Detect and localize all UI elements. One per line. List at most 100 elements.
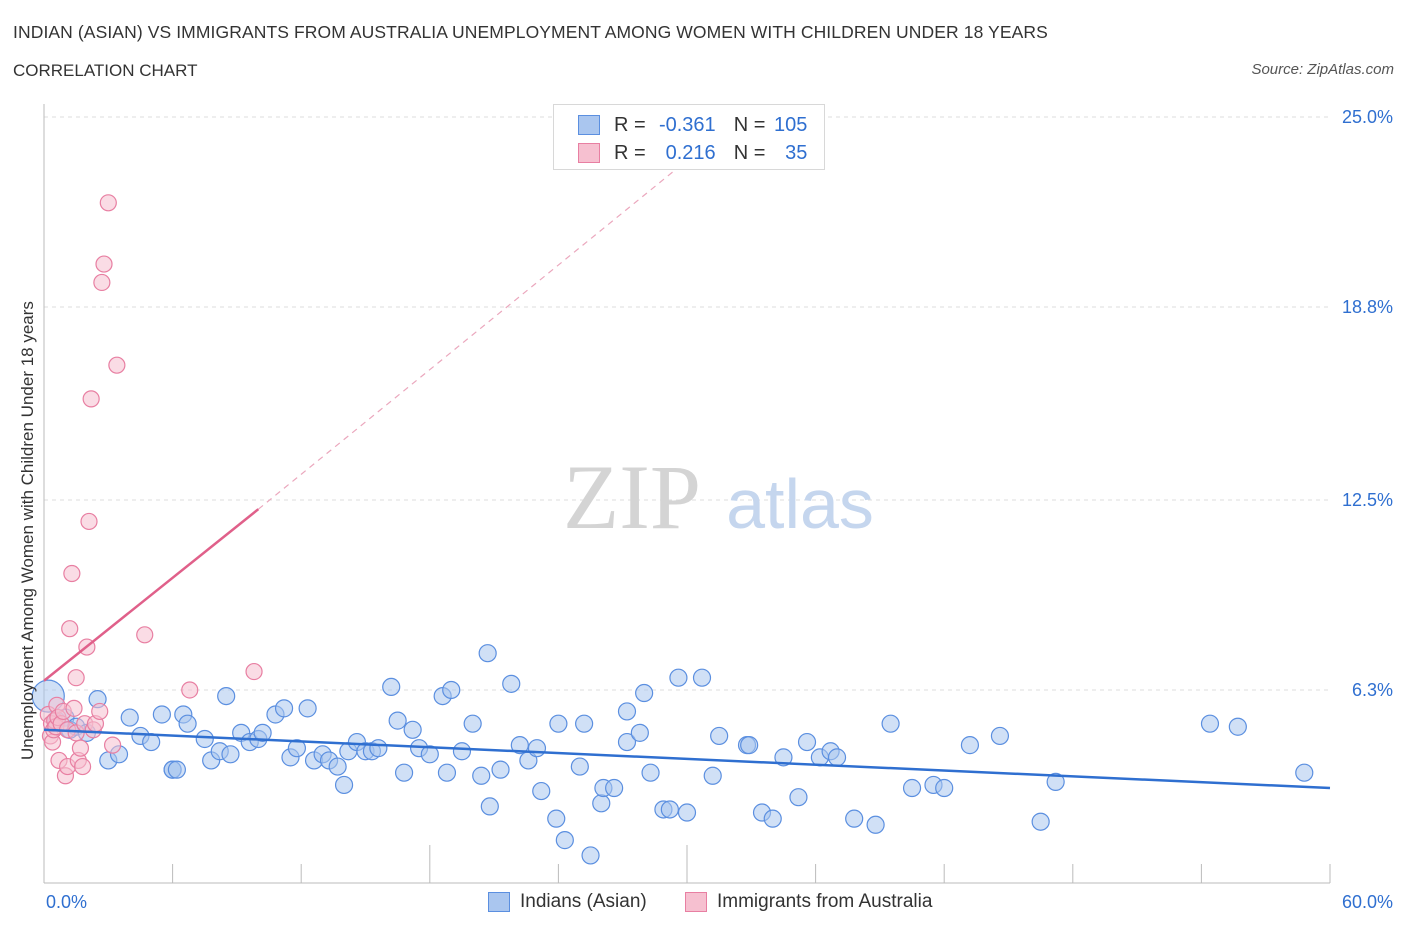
data-point-indians xyxy=(120,708,139,727)
watermark-zip: ZIP xyxy=(563,446,701,548)
immigrants-n-value: 35 xyxy=(785,141,808,164)
indians-points xyxy=(31,644,1314,865)
data-point-immigrants xyxy=(63,564,81,583)
stats-row-indians: R = -0.361 N = 105 xyxy=(578,113,807,137)
data-point-indians xyxy=(827,748,847,767)
data-point-indians xyxy=(394,763,414,782)
data-point-indians xyxy=(990,726,1010,746)
data-point-indians xyxy=(960,736,980,755)
data-point-indians xyxy=(630,723,649,742)
data-point-immigrants xyxy=(71,739,90,757)
trend-lines xyxy=(43,168,1331,790)
data-point-immigrants xyxy=(99,194,117,212)
data-point-indians xyxy=(1046,772,1065,791)
data-point-indians xyxy=(403,720,422,739)
x-tick-label: 60.0% xyxy=(1342,892,1393,912)
data-point-indians xyxy=(452,742,472,761)
data-point-indians xyxy=(167,760,186,779)
data-point-indians xyxy=(881,714,900,733)
trend-line-immigrants-extended xyxy=(257,168,677,510)
indians-legend-swatch xyxy=(488,892,510,912)
data-point-indians xyxy=(617,732,637,752)
data-point-indians xyxy=(217,686,236,706)
data-point-indians xyxy=(463,714,482,733)
n-label: N = xyxy=(733,113,766,136)
data-point-indians xyxy=(298,699,317,718)
data-point-indians xyxy=(581,846,600,865)
data-point-indians xyxy=(178,714,197,733)
y-tick-label: 6.3% xyxy=(1352,680,1393,700)
data-point-indians xyxy=(388,711,407,730)
data-point-indians xyxy=(437,763,457,782)
x-tick-label: 0.0% xyxy=(46,892,87,912)
watermark: ZIP atlas xyxy=(563,446,874,548)
data-point-indians xyxy=(328,757,347,776)
stats-legend: R = -0.361 N = 105 R = 0.216 N = 35 xyxy=(553,104,825,170)
data-point-indians xyxy=(660,800,679,819)
y-tick-label: 25.0% xyxy=(1342,107,1393,127)
legend-item-indians: Indians (Asian) xyxy=(488,889,647,915)
immigrants-r-value: 0.216 xyxy=(665,141,716,164)
n-label: N = xyxy=(733,141,766,164)
data-point-indians xyxy=(195,729,214,749)
data-point-indians xyxy=(549,714,568,733)
data-point-indians xyxy=(935,778,954,798)
y-axis-label: Unemployment Among Women with Children U… xyxy=(18,301,37,760)
data-point-indians xyxy=(605,778,624,798)
grid-lines xyxy=(44,116,1330,691)
data-point-immigrants xyxy=(65,699,83,717)
r-label: R = xyxy=(614,113,646,136)
immigrants-legend-label: Immigrants from Australia xyxy=(717,891,933,912)
data-point-indians xyxy=(575,714,594,733)
indians-swatch xyxy=(578,115,600,135)
data-point-immigrants xyxy=(93,273,111,292)
data-point-immigrants xyxy=(245,662,263,681)
data-point-immigrants xyxy=(136,626,154,644)
indians-n-value: 105 xyxy=(774,113,808,136)
immigrants-legend-swatch xyxy=(685,892,707,912)
data-point-indians xyxy=(669,668,688,687)
data-point-indians xyxy=(774,748,793,767)
trend-line-indians xyxy=(43,728,1331,790)
data-point-indians xyxy=(641,763,660,782)
y-tick-label: 18.8% xyxy=(1342,297,1393,317)
data-point-indians xyxy=(369,739,388,758)
data-point-indians xyxy=(547,809,566,828)
data-point-indians xyxy=(287,739,307,758)
data-point-indians xyxy=(221,745,240,764)
data-point-indians xyxy=(274,699,294,718)
data-point-indians xyxy=(692,668,712,687)
source-label: Source: ZipAtlas.com xyxy=(1251,61,1394,78)
data-point-immigrants xyxy=(103,736,122,754)
data-point-indians xyxy=(740,736,759,755)
chart-title: INDIAN (ASIAN) VS IMMIGRANTS FROM AUSTRA… xyxy=(13,22,1048,42)
data-point-indians xyxy=(472,766,491,785)
data-point-indians xyxy=(420,745,439,764)
data-point-indians xyxy=(1031,812,1050,831)
data-point-immigrants xyxy=(80,512,98,531)
data-point-immigrants xyxy=(67,669,85,687)
data-point-immigrants xyxy=(95,255,113,273)
data-point-indians xyxy=(1295,763,1314,782)
data-point-immigrants xyxy=(73,757,92,776)
data-point-indians xyxy=(703,766,722,785)
tick-labels: 6.3% 12.5% 18.8% 25.0% 0.0% 60.0% xyxy=(46,107,1393,912)
data-point-indians xyxy=(334,775,354,795)
data-point-indians xyxy=(763,809,782,828)
axes xyxy=(43,104,1331,884)
immigrants-swatch xyxy=(578,143,600,163)
data-point-indians xyxy=(677,803,697,822)
data-point-immigrants xyxy=(61,620,79,638)
y-tick-label: 12.5% xyxy=(1342,490,1393,510)
data-point-indians xyxy=(845,809,864,828)
r-label: R = xyxy=(614,141,646,164)
data-point-indians xyxy=(510,736,529,755)
data-point-indians xyxy=(555,831,574,850)
data-point-indians xyxy=(527,739,547,758)
indians-r-value: -0.361 xyxy=(658,113,716,136)
data-point-indians xyxy=(902,778,922,798)
legend-item-immigrants: Immigrants from Australia xyxy=(685,889,932,915)
data-point-indians xyxy=(478,644,497,663)
data-point-indians xyxy=(789,788,808,807)
data-point-immigrants xyxy=(91,702,109,721)
